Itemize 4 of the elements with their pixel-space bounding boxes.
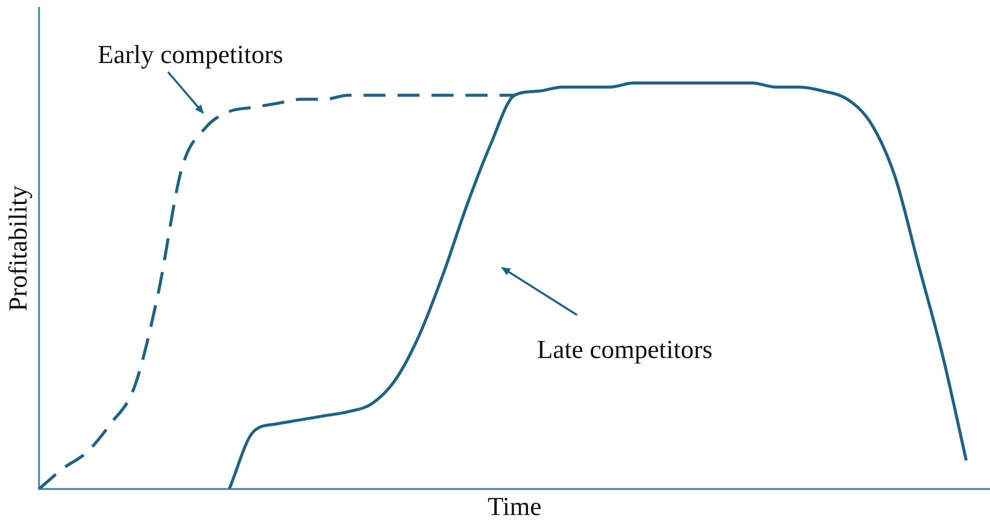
y-axis-title: Profitability xyxy=(3,186,32,312)
series-label: Early competitors xyxy=(98,40,284,70)
x-axis-title: Time xyxy=(488,492,542,522)
legend-label: Late competitors xyxy=(537,334,712,365)
